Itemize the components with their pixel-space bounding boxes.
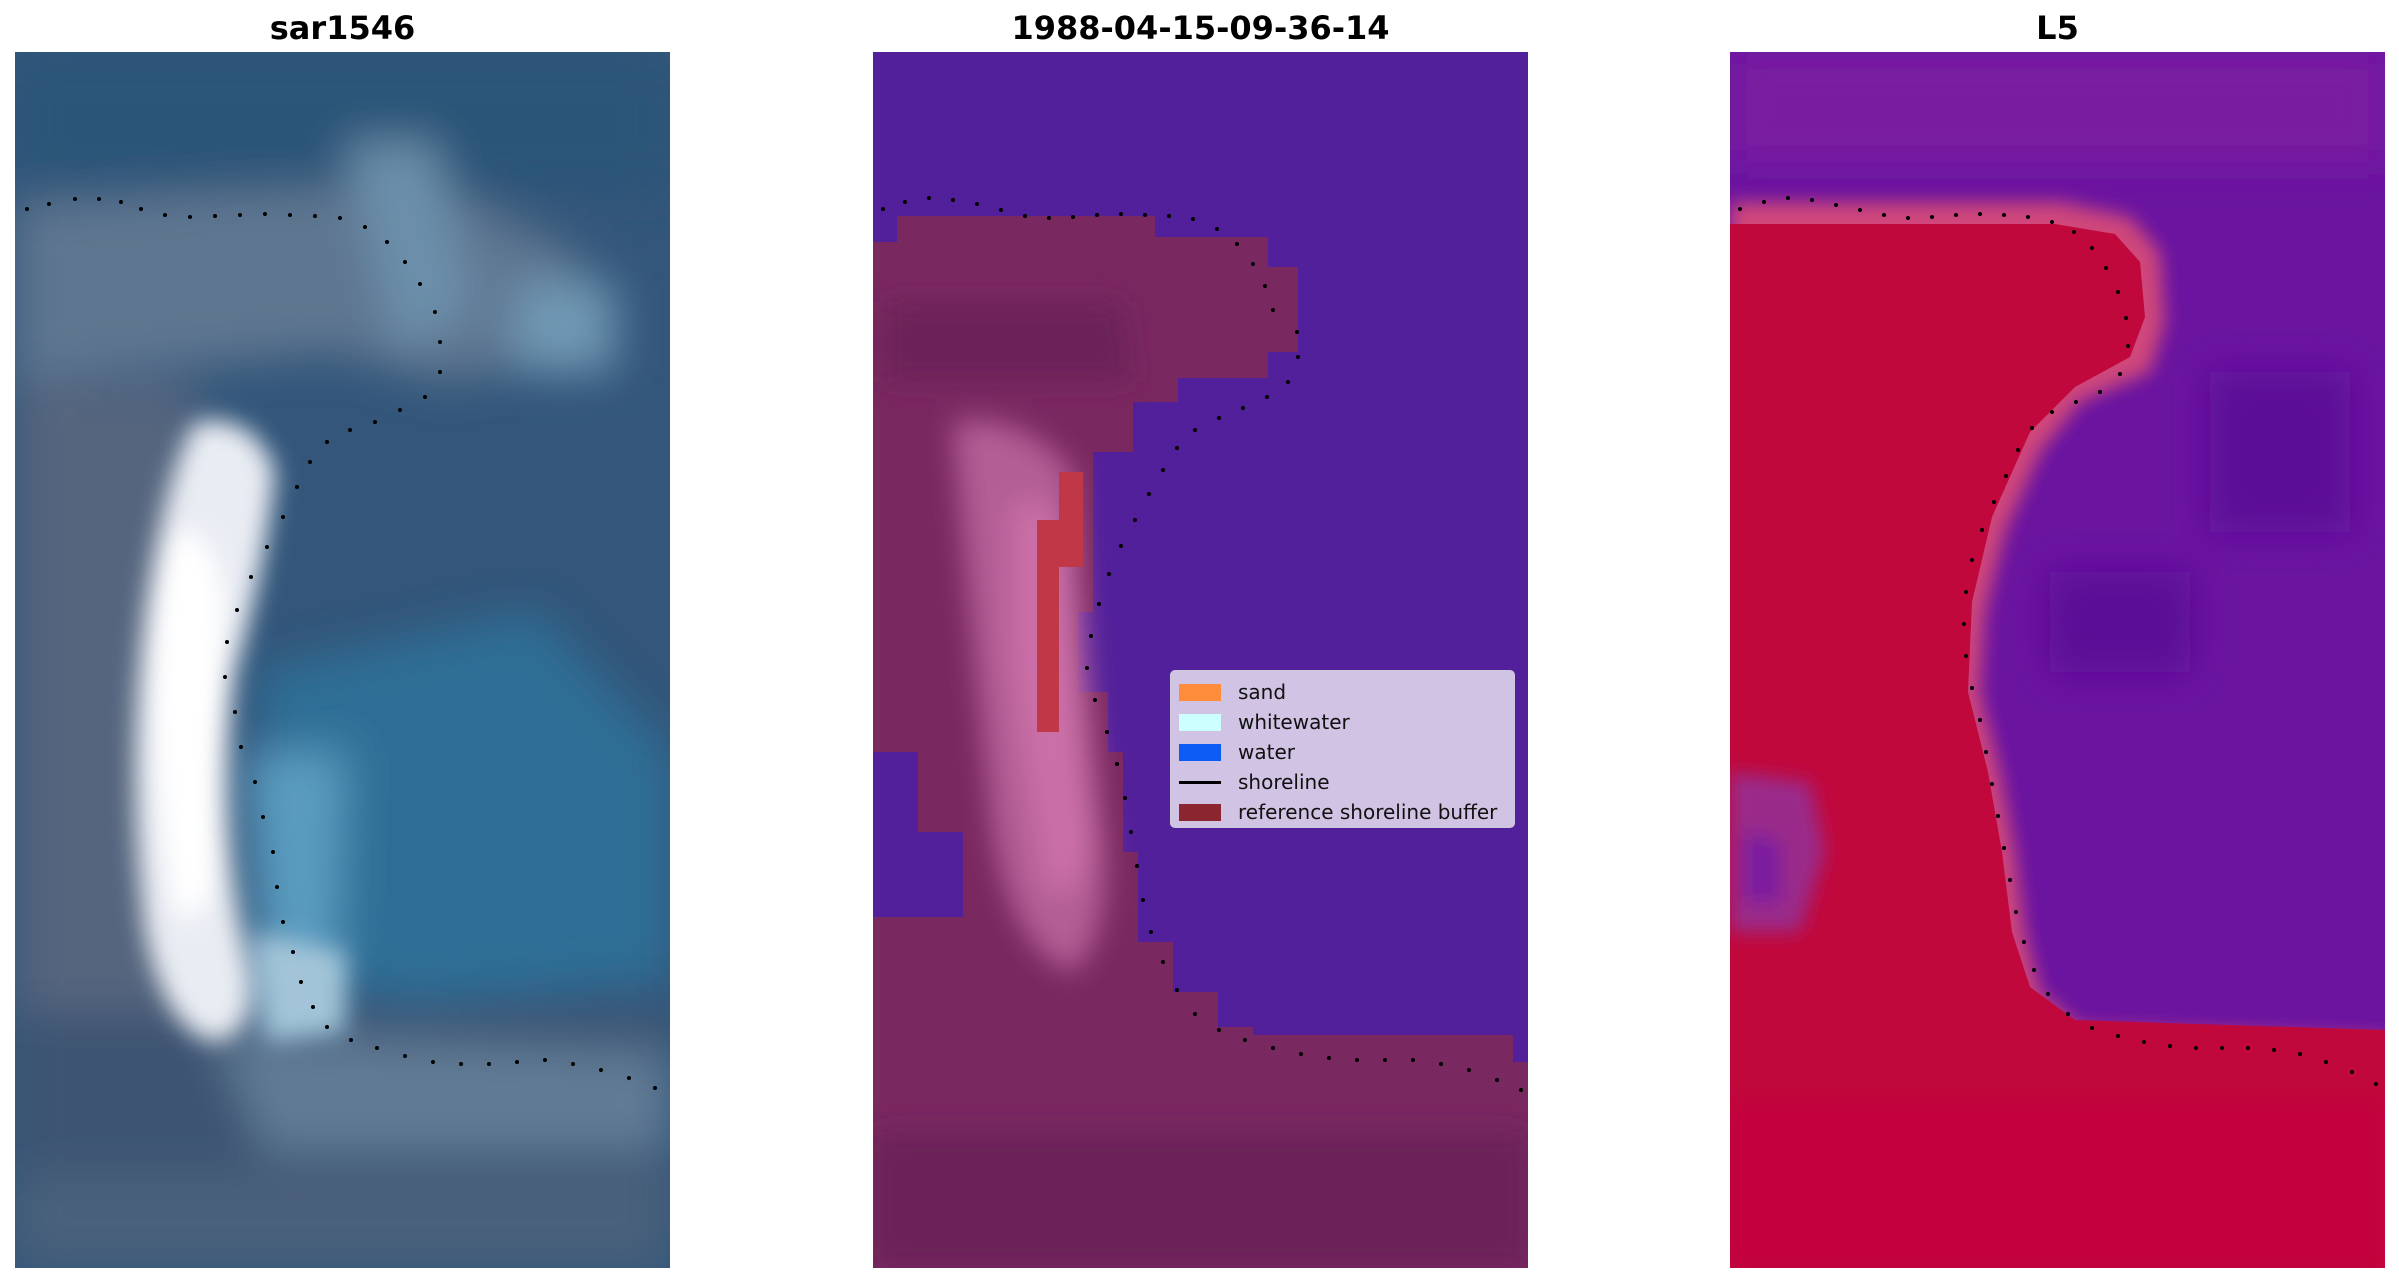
- legend-item-sand: sand: [1179, 677, 1506, 707]
- legend-item-reference-buffer: reference shoreline buffer: [1179, 797, 1506, 827]
- water-swatch: [1179, 743, 1221, 761]
- legend-label-water: water: [1238, 740, 1295, 764]
- legend-item-water: water: [1179, 737, 1506, 767]
- sand-swatch: [1179, 683, 1221, 701]
- rgb-image: [15, 52, 670, 1268]
- panel-title-rgb: sar1546: [269, 9, 416, 47]
- legend-label-shoreline: shoreline: [1238, 770, 1330, 794]
- legend-item-whitewater: whitewater: [1179, 707, 1506, 737]
- index-image-panel: [1730, 52, 2385, 1268]
- reference-buffer-swatch: [1179, 803, 1221, 821]
- panel-title-classified: 1988-04-15-09-36-14: [1011, 9, 1390, 47]
- legend-label-whitewater: whitewater: [1238, 710, 1350, 734]
- legend: sand whitewater water shoreline referenc…: [1170, 670, 1515, 828]
- legend-item-shoreline: shoreline: [1179, 767, 1506, 797]
- rgb-image-panel: [15, 52, 670, 1268]
- whitewater-swatch: [1179, 713, 1221, 731]
- classified-image-panel: [873, 52, 1528, 1268]
- index-image: [1730, 52, 2385, 1268]
- panel-title-index: L5: [2036, 9, 2079, 47]
- legend-label-sand: sand: [1238, 680, 1287, 704]
- shoreline-line-swatch: [1179, 780, 1221, 784]
- legend-label-reference-buffer: reference shoreline buffer: [1238, 800, 1498, 824]
- classified-image: [873, 52, 1528, 1268]
